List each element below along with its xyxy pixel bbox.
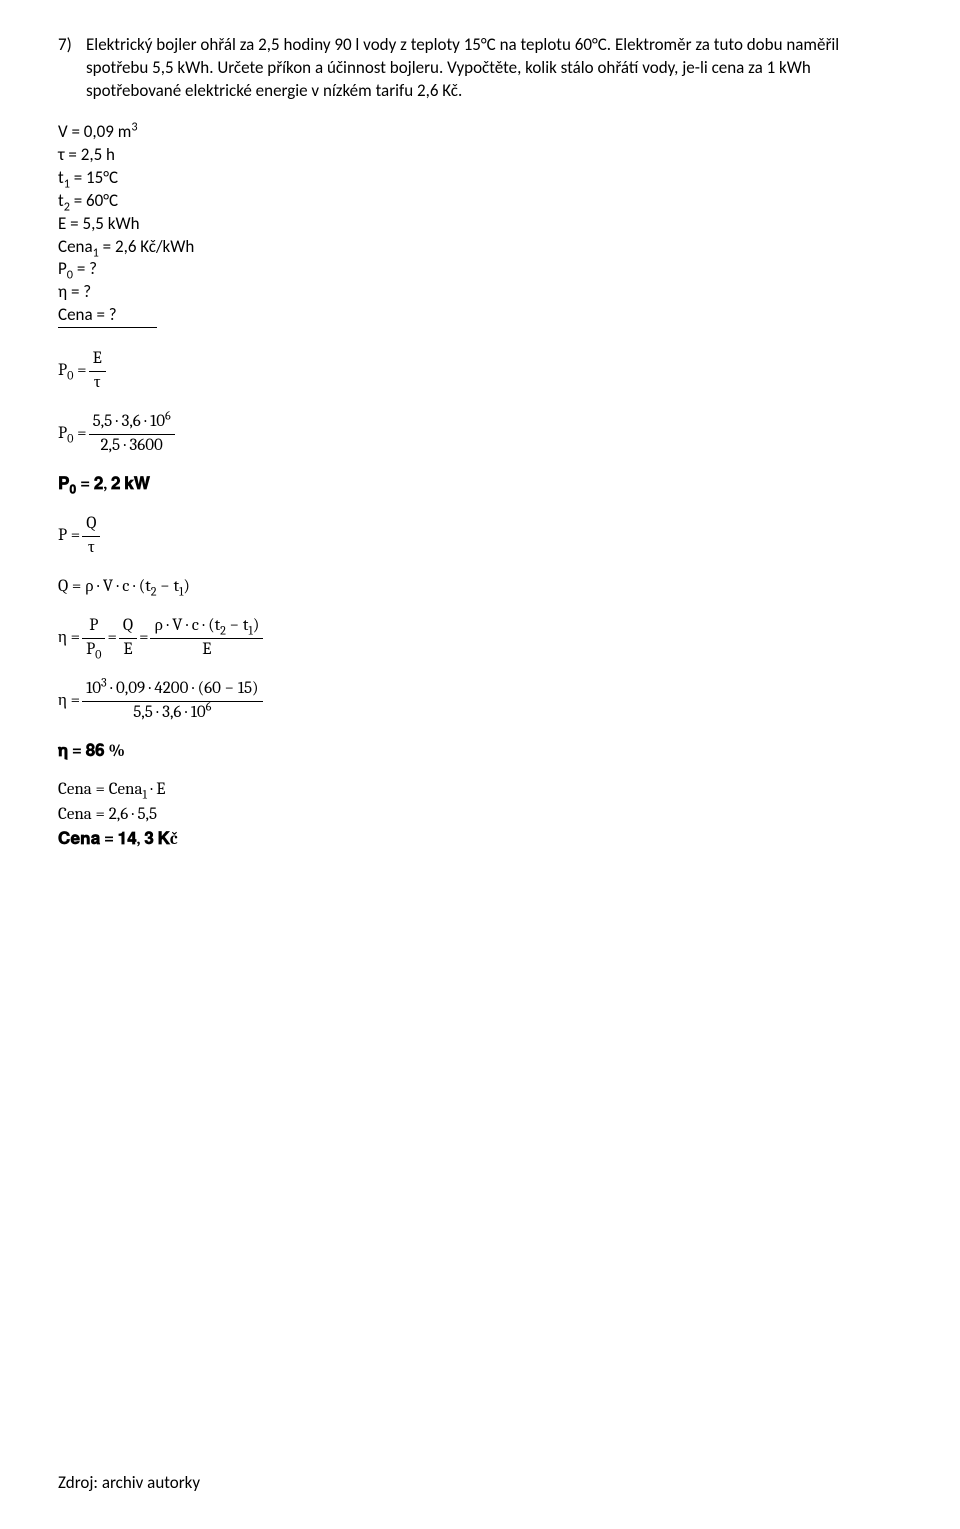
given-t1-val: = 15°C (70, 167, 118, 188)
eq-p-def-num: Q (82, 513, 100, 537)
eq-eta-f1-den-sub: 0 (95, 648, 101, 662)
eq-eta-f2-num: Q (119, 615, 137, 639)
given-cena-q: Cena = ? (58, 304, 157, 328)
eq-p0-def-eq: = (73, 361, 86, 380)
eq-eta-f3-den: E (150, 639, 263, 662)
eq-eta-chain: η = P P0 = Q E = ρ · V · c · (t2 − t1) E (58, 615, 902, 662)
eq-eta-f3-num-end: ) (253, 616, 260, 635)
eq-q-def-a: Q = ρ · V · c · (t (58, 577, 151, 596)
given-t2-val: = 60°C (70, 190, 118, 211)
eq-p0-calc-den: 2,5 · 3600 (89, 435, 175, 458)
eq-p0-calc-num-sup: 6 (165, 409, 171, 423)
eq-cena-2: Cena = 2,6 · 5,5 (58, 804, 902, 827)
eq-q-def-mid: − t (157, 577, 179, 596)
eq-p0-calc-lhs: P (58, 424, 67, 443)
eq-p0-calc: P0 = 5,5 · 3,6 · 106 2,5 · 3600 (58, 411, 902, 458)
eq-p0-def: P0 = E τ (58, 348, 902, 395)
eq-p0-def-den: τ (89, 372, 106, 395)
eq-p0-result: 𝐏𝟎 = 𝟐, 𝟐 𝐤𝐖 (58, 474, 902, 497)
eq-eta-calc-lhs: η = (58, 690, 80, 713)
eq-cena-1a: Cena = Cena (58, 780, 143, 799)
eq-p0-result-text: = 𝟐, 𝟐 𝐤𝐖 (76, 475, 150, 494)
eq-eta-f1-num: P (82, 615, 105, 639)
given-p0-q: = ? (73, 258, 97, 279)
equations-block: P0 = E τ P0 = 5,5 · 3,6 · 106 2,5 · 3600… (58, 348, 902, 852)
eq-eta-calc-num-a: 10 (86, 679, 101, 698)
eq-eta-f3-num-a: ρ · V · c · (t (154, 616, 220, 635)
problem-statement: Elektrický bojler ohřál za 2,5 hodiny 90… (86, 34, 902, 103)
eq-eta-calc-den-a: 5,5 · 3,6 · 10 (133, 703, 205, 722)
eq-p0-def-lhs: P (58, 361, 67, 380)
eq-eta-calc-den-sup: 6 (206, 700, 212, 714)
eq-eta-f3-num-mid: − t (226, 616, 248, 635)
eq-cena-1: Cena = Cena1 · E (58, 779, 902, 802)
eq-p0-def-num: E (89, 348, 106, 372)
eq-eta-lhs: η = (58, 627, 80, 650)
eq-p-def-den: τ (82, 537, 100, 560)
given-cena-sym: Cena (58, 236, 93, 257)
given-p0-sym: P (58, 258, 67, 279)
page-footer-source: Zdroj: archiv autorky (58, 1472, 200, 1495)
eq-cena-result: 𝐂𝐞𝐧𝐚 = 𝟏𝟒, 𝟑 𝐊č (58, 829, 902, 852)
eq-eta-result: 𝛈 = 𝟖𝟔 % (58, 741, 902, 764)
given-block: V = 0,09 m3 τ = 2,5 h t1 = 15°C t2 = 60°… (58, 121, 902, 328)
eq-p-def: P = Q τ (58, 513, 902, 560)
problem-number: 7) (58, 34, 86, 57)
eq-eta-f2-den: E (119, 639, 137, 662)
eq-p0-calc-eq: = (73, 424, 86, 443)
eq-eta-eq1: = (107, 627, 116, 650)
eq-p-def-lhs: P = (58, 525, 80, 548)
given-energy: E = 5,5 kWh (58, 213, 902, 236)
eq-p0-calc-num: 5,5 · 3,6 · 10 (93, 412, 165, 431)
eq-q-def: Q = ρ · V · c · (t2 − t1) (58, 576, 902, 599)
eq-eta-calc: η = 103 · 0,09 · 4200 · (60 − 15) 5,5 · … (58, 678, 902, 725)
given-eta: η = ? (58, 281, 902, 304)
eq-eta-f1-den-a: P (86, 640, 95, 659)
eq-cena-1b: · E (147, 780, 165, 799)
given-volume-exp: 3 (131, 119, 137, 134)
given-tau: τ = 2,5 h (58, 144, 902, 167)
given-cena-val: = 2,6 Kč/kWh (99, 236, 195, 257)
given-volume: V = 0,09 m (58, 121, 131, 142)
eq-eta-calc-num-b: · 0,09 · 4200 · (60 − 15) (107, 679, 259, 698)
eq-q-def-end: ) (183, 577, 190, 596)
eq-eta-eq2: = (139, 627, 148, 650)
